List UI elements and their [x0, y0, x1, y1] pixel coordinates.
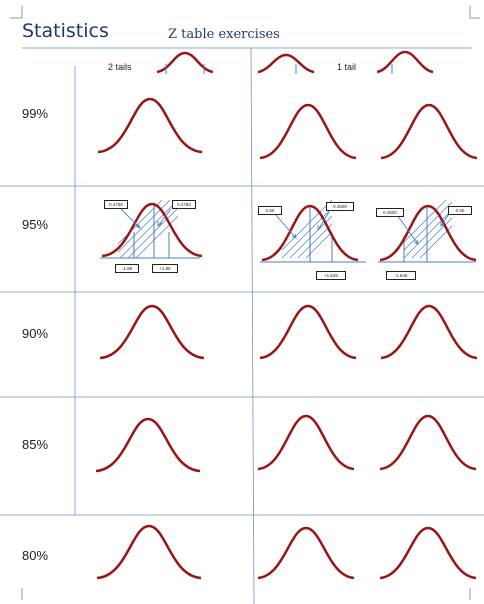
- bell-curve: [259, 304, 357, 360]
- area-label-one-tail-left-center: 0.4500: [376, 208, 404, 217]
- page-corner-marks: [10, 6, 480, 600]
- z-label-two-tail-left: -1.96: [115, 264, 139, 273]
- bell-curve: [379, 204, 477, 262]
- header-curve-ticks: [165, 64, 393, 74]
- header-curves: [156, 50, 434, 74]
- page-title: Statistics: [22, 20, 109, 42]
- header-curve-one-tail-left: [257, 53, 315, 74]
- grid-lines: [0, 47, 484, 604]
- area-label-one-tail-right-tail: 0.50: [258, 206, 282, 215]
- area-label-two-tail-right: 0.4750: [172, 200, 196, 209]
- bell-curve: [95, 417, 201, 473]
- z-label-two-tail-right: +1.96: [152, 264, 178, 273]
- row-80-curves: [96, 524, 477, 580]
- row-label-99: 99%: [22, 106, 49, 121]
- bell-curve: [379, 414, 477, 471]
- row-95-verticals: [133, 204, 428, 262]
- page-subtitle: Z table exercises: [168, 27, 280, 42]
- bell-curve: [257, 526, 355, 580]
- row-95-curves: [101, 202, 477, 262]
- z-label-one-tail-right: +1.645: [316, 271, 346, 280]
- row-90-curves: [99, 304, 478, 360]
- row-95-baselines: [100, 257, 476, 263]
- tail-column-divider: [250, 47, 255, 604]
- bell-curve: [257, 414, 355, 471]
- column-header-two-tails: 2 tails: [108, 62, 132, 72]
- bell-curve: [261, 204, 359, 262]
- bell-curve: [97, 97, 203, 154]
- row-95-arrows: [120, 208, 450, 245]
- row-label-95: 95%: [22, 217, 49, 232]
- bell-curve: [380, 103, 478, 160]
- bell-curve: [379, 526, 477, 580]
- area-label-one-tail-left-tail: 0.50: [448, 206, 472, 215]
- bell-curve: [380, 304, 478, 360]
- row-99-curves: [97, 97, 478, 160]
- column-header-one-tail: 1 tail: [337, 62, 357, 72]
- bell-curve: [101, 202, 203, 258]
- row-label-80: 80%: [22, 548, 49, 563]
- area-label-two-tail-left: 0.4750: [104, 200, 128, 209]
- row-label-90: 90%: [22, 326, 49, 341]
- bell-curve: [96, 524, 202, 580]
- row-85-curves: [95, 414, 477, 473]
- area-label-one-tail-right-center: 0.4500: [326, 202, 354, 211]
- header-curve-two-tail: [156, 51, 214, 74]
- bell-curve: [259, 103, 357, 160]
- bell-curve: [99, 304, 205, 360]
- row-95-hatching: [118, 200, 452, 259]
- header-curve-one-tail-right: [376, 50, 434, 74]
- row-label-85: 85%: [22, 437, 49, 452]
- z-label-one-tail-left: -1.645: [386, 271, 416, 280]
